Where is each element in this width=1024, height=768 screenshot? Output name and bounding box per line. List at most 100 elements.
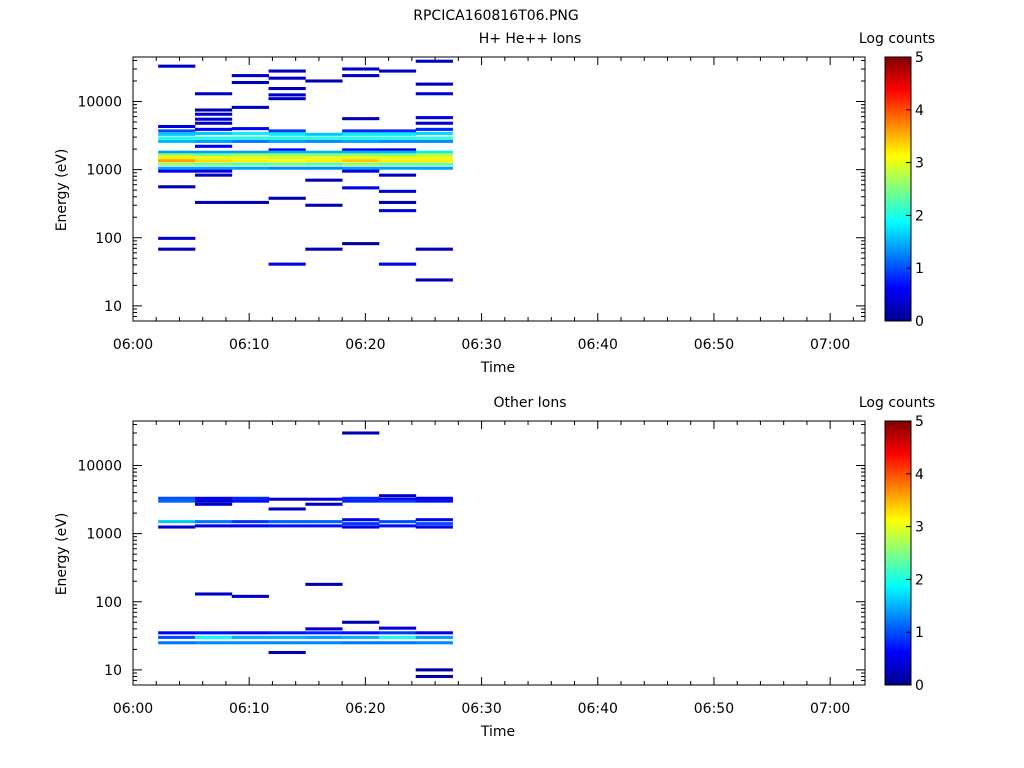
heatmap-cell (415, 59, 453, 63)
heatmap-cell (415, 166, 453, 170)
heatmap-cell (378, 162, 417, 166)
heatmap-cell (342, 139, 380, 143)
heatmap-cell (194, 166, 233, 170)
heatmap-cell (378, 69, 417, 73)
heatmap-cell (268, 76, 306, 80)
colorbar-tick-label: 2 (915, 208, 924, 224)
heatmap-cell (231, 635, 269, 639)
heatmap-cell (342, 518, 380, 522)
heatmap-cell (194, 496, 233, 500)
heatmap-cell (194, 117, 233, 121)
heatmap-cell (231, 74, 269, 78)
y-axis-label: Energy (eV) (54, 513, 70, 596)
x-tick-label: 06:20 (345, 701, 385, 717)
heatmap-cell (268, 524, 306, 528)
panel-title: Other Ions (493, 395, 566, 411)
colorbar-tick-label: 2 (915, 572, 924, 588)
heatmap-cell (305, 627, 343, 631)
x-axis-label: Time (480, 360, 515, 376)
heatmap-cell (194, 159, 233, 163)
heatmap-cell (378, 136, 417, 140)
heatmap-cell (342, 67, 380, 71)
heatmap-cell (342, 525, 380, 529)
heatmap-cell (305, 159, 343, 163)
heatmap-cell (342, 136, 380, 140)
heatmap-cell (378, 159, 417, 163)
colorbar-label: Log counts (859, 31, 935, 47)
heatmap-cell (158, 124, 196, 129)
heatmap-cell (158, 166, 196, 170)
x-tick-label: 06:20 (345, 337, 385, 353)
heatmap-cell (268, 93, 306, 97)
x-tick-label: 06:50 (694, 701, 734, 717)
heatmap-cell (158, 185, 196, 189)
heatmap-cell (231, 499, 269, 503)
heatmap-cell (231, 105, 269, 109)
heatmap-cell (231, 150, 269, 154)
heatmap-cell (194, 592, 233, 596)
heatmap-cell (158, 129, 196, 133)
heatmap-cell (268, 497, 306, 501)
x-tick-label: 06:40 (578, 337, 618, 353)
heatmap-cell (342, 159, 380, 163)
colorbar-tick-label: 4 (915, 103, 924, 119)
heatmap-cell (268, 650, 306, 655)
heatmap-cell (194, 156, 233, 160)
y-tick-label: 1000 (86, 527, 122, 543)
heatmap-cell (268, 148, 306, 152)
heatmap-cell (158, 499, 196, 503)
heatmap-cell (194, 499, 233, 503)
heatmap-cell (231, 153, 269, 157)
heatmap-cell (415, 136, 453, 140)
heatmap-cell (268, 641, 306, 645)
heatmap-cell (194, 153, 233, 157)
colorbar-label: Log counts (859, 395, 935, 411)
heatmap-cell (194, 131, 233, 135)
heatmap-cell (342, 431, 380, 435)
heatmap-cell (158, 156, 196, 160)
heatmap-cell (342, 74, 380, 78)
heatmap-cell (158, 641, 196, 645)
heatmap-cell (158, 64, 196, 68)
heatmap-cell (194, 200, 233, 204)
heatmap-cell (415, 131, 453, 135)
heatmap-cell (194, 635, 233, 639)
heatmap-cell (342, 496, 380, 500)
heatmap-cell (231, 131, 269, 135)
heatmap-cell (268, 631, 306, 635)
heatmap-cell (342, 132, 380, 136)
heatmap-cell (268, 136, 306, 140)
x-tick-label: 06:00 (113, 701, 153, 717)
heatmap-cell (305, 136, 343, 140)
heatmap-cell (342, 148, 380, 152)
heatmap-cell (158, 631, 196, 635)
heatmap-cell (268, 162, 306, 166)
heatmap-cell (415, 525, 453, 529)
heatmap-cell (268, 129, 306, 133)
figure-title: RPCICA160816T06.PNG (413, 8, 578, 24)
colorbar-tick-label: 0 (915, 314, 924, 330)
heatmap-cell (342, 635, 380, 639)
heatmap-cell (378, 132, 417, 136)
heatmap-cell (342, 156, 380, 160)
heatmap-cell (158, 162, 196, 166)
x-tick-label: 07:00 (810, 337, 850, 353)
y-tick-label: 10000 (77, 95, 122, 111)
y-tick-label: 10 (104, 663, 122, 679)
heatmap-cell (415, 159, 453, 163)
heatmap-cell (415, 82, 453, 86)
heatmap-cell (305, 582, 343, 586)
heatmap-cell (415, 496, 453, 500)
heatmap-cell (342, 150, 380, 154)
heatmap-cell (194, 121, 233, 125)
heatmap-cell (378, 524, 417, 528)
heatmap-cell (231, 136, 269, 140)
heatmap-cell (378, 499, 417, 503)
heatmap-cell (378, 189, 417, 193)
colorbar-tick-label: 0 (915, 678, 924, 694)
heatmap-cell (415, 522, 453, 526)
heatmap-cell (415, 116, 453, 120)
heatmap-cell (415, 156, 453, 160)
heatmap-cell (342, 129, 380, 133)
